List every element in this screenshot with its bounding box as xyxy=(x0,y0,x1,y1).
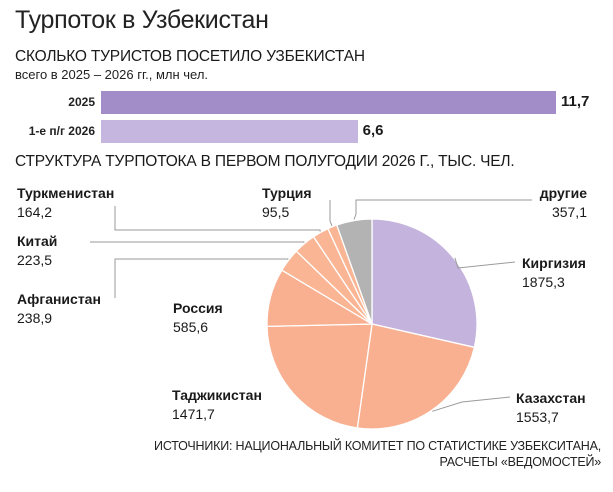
slice-name: Россия xyxy=(173,300,223,316)
pie-slice-label: Китай 223,5 xyxy=(17,232,57,270)
pie-slice-label: Турция 95,5 xyxy=(262,184,312,222)
slice-name: другие xyxy=(539,185,587,201)
leader-line xyxy=(454,257,516,269)
pie-slice xyxy=(356,323,476,430)
bar-category-label: 2025 xyxy=(68,95,95,109)
slice-name: Китай xyxy=(17,233,58,249)
pie-slice-label: Туркменистан 164,2 xyxy=(17,184,114,222)
slice-name: Киргизия xyxy=(522,255,586,271)
bar-section-title: Сколько туристов посетило Узбекистан xyxy=(15,48,365,65)
slice-name: Казахстан xyxy=(516,390,586,406)
pie-slice-label: Казахстан 1553,7 xyxy=(516,389,586,427)
bar xyxy=(101,120,358,143)
slice-name: Афганистан xyxy=(17,291,101,307)
pie-slice-label: другие 357,1 xyxy=(540,184,587,222)
slice-value: 357,1 xyxy=(551,204,587,220)
leader-line xyxy=(329,200,333,227)
pie-slice-label: Афганистан 238,9 xyxy=(17,290,101,328)
leader-line xyxy=(432,396,511,412)
bar-section-subtitle: всего в 2025 – 2026 гг., млн чел. xyxy=(15,67,209,82)
slice-name: Туркменистан xyxy=(17,185,115,201)
source-note: Источники: Национальный комитет по стати… xyxy=(154,438,601,470)
leader-line xyxy=(114,258,289,298)
slice-name: Турция xyxy=(262,185,312,201)
source-line-1: Источники: Национальный комитет по стати… xyxy=(154,439,601,453)
pie-slice-label: Россия 585,6 xyxy=(173,299,223,337)
slice-value: 1553,7 xyxy=(516,409,559,425)
slice-value: 1875,3 xyxy=(522,274,565,290)
pie-slice-label: Таджикистан 1471,7 xyxy=(172,386,262,424)
leader-line xyxy=(114,206,321,232)
slice-value: 1471,7 xyxy=(172,406,215,422)
leader-line xyxy=(353,199,532,220)
slice-name: Таджикистан xyxy=(172,387,262,403)
slice-value: 164,2 xyxy=(17,204,53,220)
pie-slice-label: Киргизия 1875,3 xyxy=(522,254,586,292)
chart-title: Турпоток в Узбекистан xyxy=(15,6,269,34)
pie-slice xyxy=(371,218,478,349)
bar-value-label: 11,7 xyxy=(561,93,590,110)
slice-value: 95,5 xyxy=(262,204,290,220)
pie-section-title: Структура турпотока в первом полугодии 2… xyxy=(15,153,515,170)
bar-category-label: 1-е п/г 2026 xyxy=(28,124,95,138)
slice-value: 223,5 xyxy=(17,252,53,268)
slice-value: 238,9 xyxy=(17,310,53,326)
bar xyxy=(101,91,556,114)
slice-value: 585,6 xyxy=(173,319,209,335)
leader-line xyxy=(90,241,305,243)
bar-value-label: 6,6 xyxy=(362,122,384,139)
source-line-2: расчеты «Ведомостей» xyxy=(439,455,602,469)
pie-slice xyxy=(335,218,373,325)
pie-slice xyxy=(266,323,373,429)
